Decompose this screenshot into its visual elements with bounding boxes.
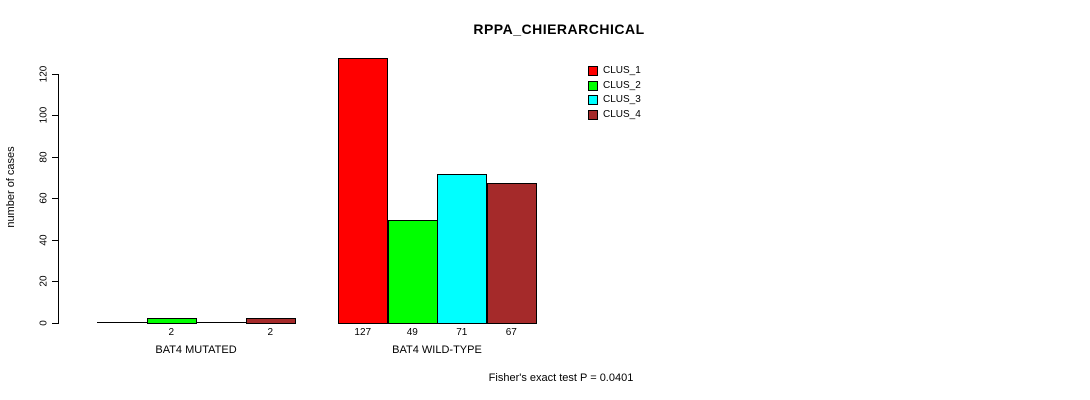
bar <box>437 174 487 324</box>
bar <box>387 220 438 324</box>
legend-label: CLUS_4 <box>603 109 641 121</box>
bar <box>338 58 388 324</box>
bar-value-label: 127 <box>354 327 372 338</box>
y-tick <box>52 281 58 283</box>
y-tick-label: 120 <box>38 65 50 82</box>
legend-swatch <box>588 66 598 76</box>
y-tick-label: 60 <box>38 192 50 204</box>
y-tick <box>52 73 58 75</box>
y-tick <box>52 156 58 158</box>
y-tick-label: 40 <box>38 234 50 246</box>
bar-value-label: 71 <box>456 327 468 338</box>
bar-value-label: 2 <box>168 327 175 338</box>
x-group-label: BAT4 MUTATED <box>155 344 237 356</box>
y-tick-label: 80 <box>38 151 50 163</box>
y-axis <box>58 73 59 324</box>
y-tick <box>52 239 58 241</box>
y-tick <box>52 198 58 200</box>
bar-value-label: 67 <box>505 327 517 338</box>
annotation-text: Fisher's exact test P = 0.0401 <box>488 372 634 384</box>
legend-swatch <box>588 95 598 106</box>
y-tick-label: 20 <box>38 275 50 287</box>
bar <box>486 183 537 324</box>
legend-label: CLUS_1 <box>603 65 641 76</box>
x-group-label: BAT4 WILD-TYPE <box>392 344 482 356</box>
chart-title: RPPA_CHIERARCHICAL <box>473 21 645 37</box>
bar-value-label: 2 <box>267 327 274 338</box>
y-tick-label: 0 <box>38 320 50 326</box>
bar <box>146 318 197 324</box>
legend-swatch <box>588 80 598 91</box>
legend-label: CLUS_3 <box>603 94 641 106</box>
bar <box>245 318 296 324</box>
legend-swatch <box>588 110 598 121</box>
y-axis-label: number of cases <box>5 146 17 228</box>
bar-value-label: 49 <box>406 327 418 338</box>
y-tick <box>52 323 58 324</box>
y-tick-label: 100 <box>38 106 50 124</box>
legend-label: CLUS_2 <box>603 79 641 91</box>
y-tick <box>52 115 58 117</box>
